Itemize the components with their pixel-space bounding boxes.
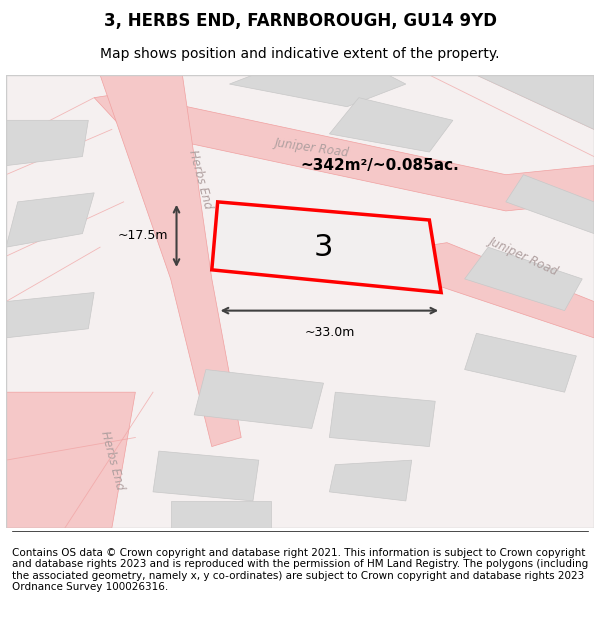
- Text: Herbs End: Herbs End: [186, 148, 214, 210]
- Text: 3: 3: [314, 232, 333, 262]
- Polygon shape: [153, 451, 259, 501]
- Text: Juniper Road: Juniper Road: [274, 136, 350, 159]
- Text: ~342m²/~0.085ac.: ~342m²/~0.085ac.: [300, 158, 459, 173]
- Polygon shape: [329, 460, 412, 501]
- Polygon shape: [170, 501, 271, 528]
- Text: 3, HERBS END, FARNBOROUGH, GU14 9YD: 3, HERBS END, FARNBOROUGH, GU14 9YD: [104, 12, 497, 30]
- Polygon shape: [100, 75, 241, 446]
- Text: Herbs End: Herbs End: [98, 429, 126, 491]
- Text: ~33.0m: ~33.0m: [304, 326, 355, 339]
- Text: Juniper Road: Juniper Road: [487, 234, 560, 278]
- Polygon shape: [476, 75, 594, 129]
- Polygon shape: [6, 192, 94, 247]
- Polygon shape: [6, 292, 94, 338]
- Polygon shape: [6, 120, 88, 166]
- Polygon shape: [418, 242, 594, 338]
- Text: Map shows position and indicative extent of the property.: Map shows position and indicative extent…: [100, 47, 500, 61]
- Polygon shape: [6, 392, 136, 528]
- Polygon shape: [212, 202, 441, 292]
- Polygon shape: [329, 98, 453, 152]
- Text: Contains OS data © Crown copyright and database right 2021. This information is : Contains OS data © Crown copyright and d…: [12, 548, 588, 592]
- Polygon shape: [194, 369, 323, 429]
- Polygon shape: [506, 174, 594, 234]
- Text: ~17.5m: ~17.5m: [117, 229, 168, 242]
- Polygon shape: [464, 333, 577, 392]
- Polygon shape: [329, 392, 435, 446]
- Polygon shape: [229, 75, 406, 107]
- Polygon shape: [94, 93, 594, 211]
- Polygon shape: [464, 247, 582, 311]
